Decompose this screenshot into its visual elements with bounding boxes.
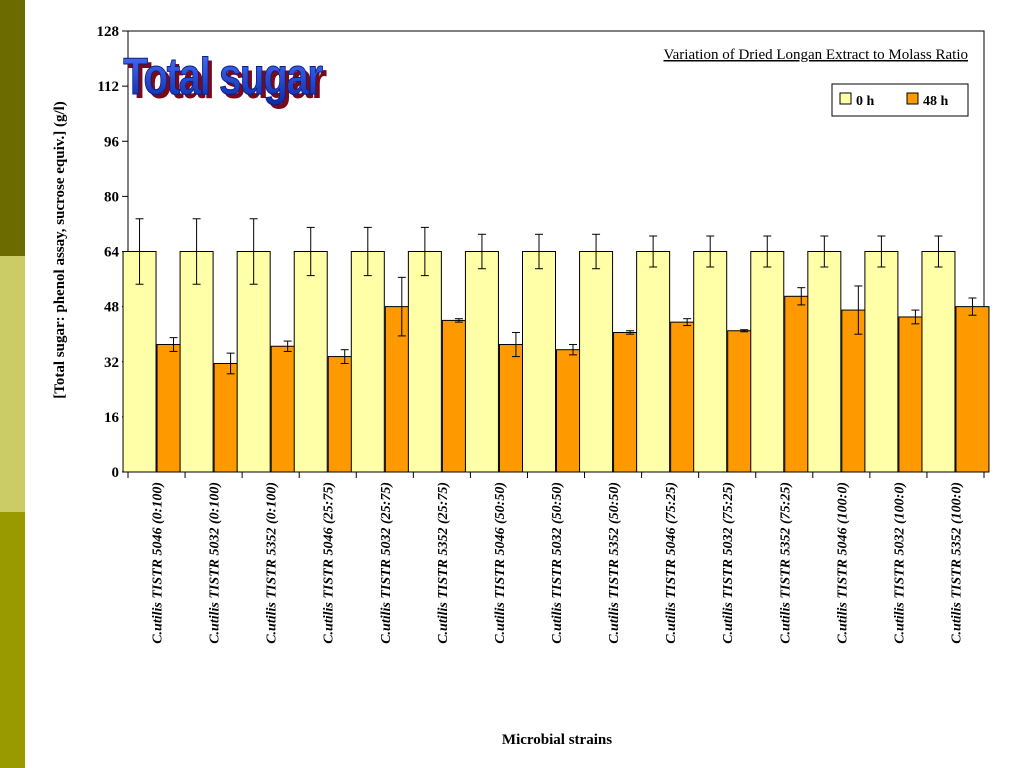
y-tick-label: 32	[104, 355, 119, 371]
bar-0h	[464, 251, 499, 473]
legend-label-48h: 48 h	[923, 94, 949, 109]
x-tick-label: C.utilis TISTR 5352 (0:100)	[265, 482, 280, 644]
y-tick-label: 16	[104, 410, 120, 426]
bar-0h	[750, 251, 785, 473]
side-bar-segment	[0, 512, 25, 768]
side-bar-segment	[0, 256, 25, 512]
bar-0h	[921, 251, 956, 473]
bar-0h	[579, 251, 614, 473]
bar-0h	[522, 251, 556, 473]
bar-0h	[350, 251, 385, 473]
x-tick-label: C.utilis TISTR 5046 (75:25)	[664, 482, 679, 644]
y-tick-label: 48	[104, 300, 119, 316]
bar-0h	[179, 251, 214, 473]
x-tick-label: C.utilis TISTR 5032 (75:25)	[721, 482, 736, 644]
x-tick-label: C.utilis TISTR 5352 (75:25)	[778, 482, 793, 644]
y-tick-label: 128	[97, 24, 120, 40]
bar-0h	[693, 251, 728, 473]
x-tick-label: C.utilis TISTR 5046 (100:0)	[835, 482, 850, 644]
x-tick-label: C.utilis TISTR 5046 (25:75)	[322, 482, 337, 644]
x-tick-label: C.utilis TISTR 5046 (0:100)	[151, 482, 166, 644]
bar-48h	[955, 306, 990, 473]
bar-0h	[236, 251, 271, 473]
y-tick-label: 80	[104, 189, 119, 205]
y-tick-label: 64	[104, 245, 120, 261]
x-tick-label: C.utilis TISTR 5032 (0:100)	[208, 482, 223, 644]
x-tick-label: C.utilis TISTR 5352 (50:50)	[607, 482, 622, 644]
legend-swatch-48h	[906, 92, 919, 105]
x-tick-label: C.utilis TISTR 5032 (50:50)	[550, 482, 565, 644]
x-tick-label: C.utilis TISTR 5046 (50:50)	[493, 482, 508, 644]
bar-0h	[407, 251, 442, 473]
legend-label-0h: 0 h	[856, 94, 875, 109]
y-tick-label: 96	[104, 134, 120, 150]
x-tick-label: C.utilis TISTR 5352 (100:0)	[949, 482, 964, 644]
bar-0h	[864, 251, 899, 473]
slide-side-bar	[0, 0, 25, 768]
bar-0h	[122, 251, 157, 473]
x-axis-title: Microbial strains	[502, 732, 612, 748]
x-tick-label: C.utilis TISTR 5352 (25:75)	[436, 482, 451, 644]
bar-0h	[293, 251, 328, 473]
legend-box	[831, 83, 969, 117]
legend-swatch-0h	[839, 92, 852, 105]
y-tick-label: 0	[112, 465, 120, 481]
y-tick-label: 112	[97, 79, 119, 95]
side-bar-segment	[0, 0, 25, 256]
bar-0h	[636, 251, 671, 473]
y-axis-title: [Total sugar: phenol assay, sucrose equi…	[52, 101, 68, 399]
bar-0h	[807, 251, 842, 473]
x-tick-label: C.utilis TISTR 5032 (100:0)	[892, 482, 907, 644]
chart-title: Total sugar	[123, 47, 323, 105]
chart-subtitle: Variation of Dried Longan Extract to Mol…	[663, 47, 968, 63]
legend: 0 h 48 h	[831, 83, 969, 117]
x-tick-label: C.utilis TISTR 5032 (25:75)	[379, 482, 394, 644]
chart-title-shadow: Total sugar	[127, 51, 327, 109]
